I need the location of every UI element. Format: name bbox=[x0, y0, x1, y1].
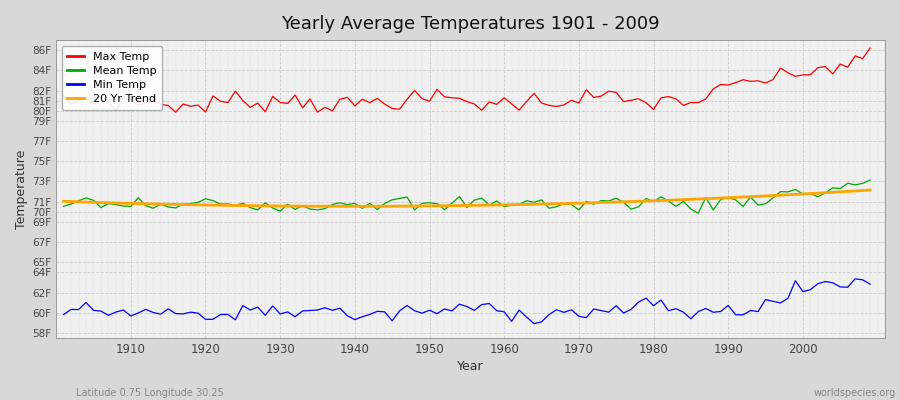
Title: Yearly Average Temperatures 1901 - 2009: Yearly Average Temperatures 1901 - 2009 bbox=[282, 15, 660, 33]
Text: worldspecies.org: worldspecies.org bbox=[814, 388, 896, 398]
Legend: Max Temp, Mean Temp, Min Temp, 20 Yr Trend: Max Temp, Mean Temp, Min Temp, 20 Yr Tre… bbox=[62, 46, 162, 110]
X-axis label: Year: Year bbox=[457, 360, 484, 373]
Text: Latitude 0.75 Longitude 30.25: Latitude 0.75 Longitude 30.25 bbox=[76, 388, 224, 398]
Y-axis label: Temperature: Temperature bbox=[15, 149, 28, 229]
